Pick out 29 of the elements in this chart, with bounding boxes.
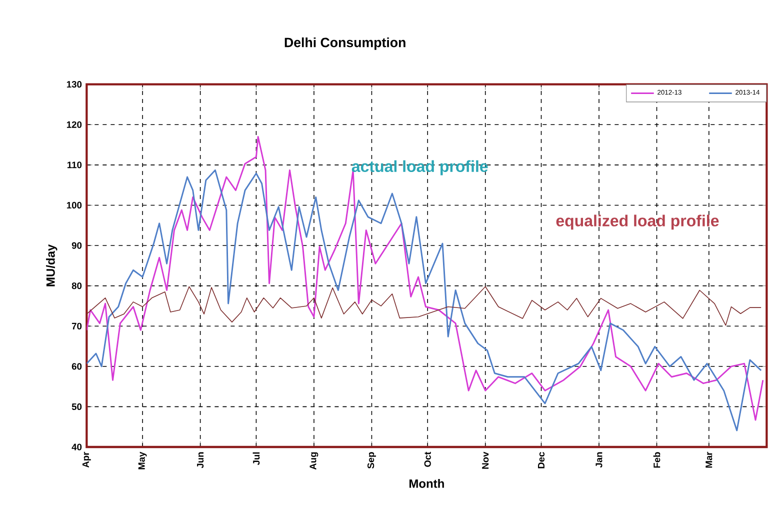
x-tick-label: Mar [706, 452, 712, 468]
x-tick-label: Sep [368, 452, 376, 469]
x-tick-label: May [138, 452, 147, 470]
x-axis-title: Month [409, 479, 444, 488]
x-tick-label: Nov [482, 452, 489, 469]
x-tick-label: Jun [197, 452, 204, 468]
y-tick-label: 90 [72, 242, 82, 249]
x-tick-label: Dec [538, 452, 544, 468]
y-tick-label: 40 [72, 444, 82, 450]
x-tick-label: Aug [310, 452, 318, 470]
annotation: equalized load profile [556, 214, 719, 230]
line-series [86, 286, 762, 326]
y-axis-title: MU/day [46, 244, 58, 286]
y-tick-label: 130 [66, 81, 82, 88]
y-tick-label: 110 [67, 162, 82, 168]
x-tick-label: Apr [82, 452, 91, 468]
y-tick-label: 70 [72, 322, 82, 330]
x-tick-label: Jul [252, 452, 260, 466]
y-tick-label: 100 [66, 202, 82, 209]
x-tick-label: Oct [424, 452, 431, 467]
y-tick-label: 80 [72, 282, 82, 290]
y-tick-label: 120 [66, 121, 82, 128]
line-series [86, 136, 764, 421]
x-tick-label: Jan [596, 452, 602, 468]
annotation: actual load profile [352, 160, 488, 176]
chart-title: Delhi Consumption [284, 37, 406, 50]
x-tick-label: Feb [653, 452, 660, 468]
y-tick-label: 50 [72, 403, 82, 410]
y-tick-label: 60 [72, 363, 82, 370]
